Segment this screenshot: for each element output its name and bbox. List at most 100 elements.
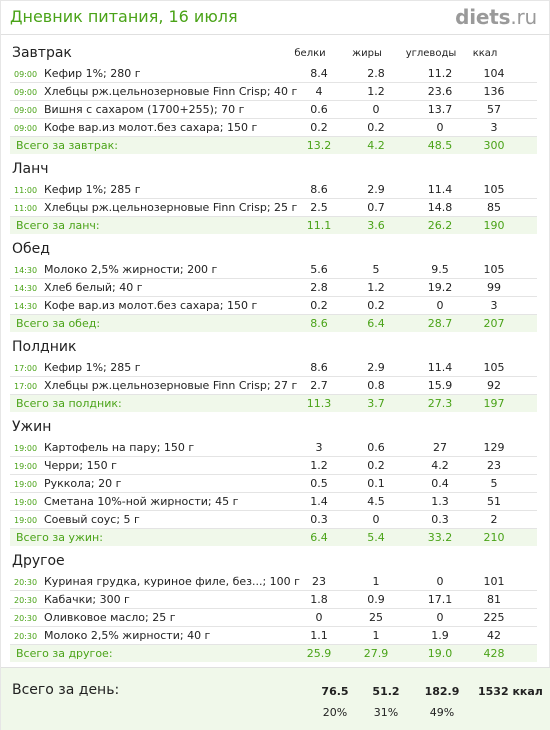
- section-gap: [1, 332, 550, 339]
- entry-time: 20:30: [14, 596, 38, 605]
- food-carbs: 17.1: [427, 593, 453, 606]
- total-fat: 6.4: [367, 317, 385, 330]
- meal-section: Другое 20:30 Куриная грудка, куриное филе,…: [1, 553, 550, 669]
- food-name[interactable]: Куриная грудка, куриное филе, без...; 10…: [44, 575, 300, 588]
- section-gap: [1, 546, 550, 553]
- food-carbs: 0: [436, 611, 444, 624]
- section-gap: [1, 412, 550, 419]
- food-row[interactable]: 19:00 Черри; 150 г 1.2 0.2 4.2 23: [10, 457, 537, 475]
- food-row[interactable]: 09:00 Вишня с сахаром (1700+255); 70 г 0.6…: [10, 101, 537, 119]
- food-name[interactable]: Кофе вар.из молот.без сахара; 150 г: [44, 121, 258, 134]
- day-total-panel: Всего за день: 76.5 51.2 182.9 1532 ккал…: [1, 667, 550, 730]
- food-fat: 0: [372, 103, 380, 116]
- food-name[interactable]: Хлебцы рж.цельнозерновые Finn Crisp; 27 …: [44, 379, 298, 392]
- food-row[interactable]: 20:30 Оливковое масло; 25 г 0 25 0 225: [10, 609, 537, 627]
- food-row[interactable]: 09:00 Хлебцы рж.цельнозерновые Finn Crisp…: [10, 83, 537, 101]
- site-logo[interactable]: diets.ru: [455, 5, 537, 29]
- food-name[interactable]: Черри; 150 г: [44, 459, 117, 472]
- food-fat: 1: [372, 575, 380, 588]
- food-name[interactable]: Кефир 1%; 280 г: [44, 67, 141, 80]
- food-carbs: 9.5: [431, 263, 449, 276]
- food-name[interactable]: Кабачки; 300 г: [44, 593, 130, 606]
- food-row[interactable]: 14:30 Молоко 2,5% жирности; 200 г 5.6 5 9.5 1…: [10, 261, 537, 279]
- food-protein: 1.8: [310, 593, 328, 606]
- food-name[interactable]: Молоко 2,5% жирности; 40 г: [44, 629, 211, 642]
- food-name[interactable]: Кефир 1%; 285 г: [44, 361, 141, 374]
- day-carbs: 182.9: [424, 685, 460, 698]
- section-header: Обед: [1, 241, 550, 261]
- food-kcal: 101: [483, 575, 505, 588]
- entry-time: 14:30: [14, 302, 38, 311]
- food-name[interactable]: Сметана 10%-ной жирности; 45 г: [44, 495, 239, 508]
- food-name[interactable]: Молоко 2,5% жирности; 200 г: [44, 263, 218, 276]
- food-row[interactable]: 17:00 Хлебцы рж.цельнозерновые Finn Crisp…: [10, 377, 537, 395]
- food-row[interactable]: 14:30 Кофе вар.из молот.без сахара; 150 г…: [10, 297, 537, 315]
- food-row[interactable]: 19:00 Руккола; 20 г 0.5 0.1 0.4 5: [10, 475, 537, 493]
- food-kcal: 51: [487, 495, 501, 508]
- food-row[interactable]: 09:00 Кофе вар.из молот.без сахара; 150 г…: [10, 119, 537, 137]
- logo-main: diets: [455, 5, 511, 29]
- meal-sections: Завтрак белки жиры углеводы ккал 09:00 Кефир 1…: [1, 45, 550, 669]
- entry-time: 19:00: [14, 462, 38, 471]
- food-name[interactable]: Руккола; 20 г: [44, 477, 122, 490]
- food-row[interactable]: 19:00 Соевый соус; 5 г 0.3 0 0.3 2: [10, 511, 537, 529]
- section-total-label: Всего за ужин:: [16, 531, 103, 544]
- food-name[interactable]: Кефир 1%; 285 г: [44, 183, 141, 196]
- total-kcal: 428: [483, 647, 505, 660]
- food-fat: 0.2: [367, 121, 385, 134]
- food-protein: 0: [315, 611, 323, 624]
- food-name[interactable]: Оливковое масло; 25 г: [44, 611, 176, 624]
- food-row[interactable]: 19:00 Картофель на пару; 150 г 3 0.6 27 129: [10, 439, 537, 457]
- food-row[interactable]: 09:00 Кефир 1%; 280 г 8.4 2.8 11.2 104: [10, 65, 537, 83]
- food-row[interactable]: 11:00 Хлебцы рж.цельнозерновые Finn Crisp…: [10, 199, 537, 217]
- food-protein: 8.4: [310, 67, 328, 80]
- food-row[interactable]: 17:00 Кефир 1%; 285 г 8.6 2.9 11.4 105: [10, 359, 537, 377]
- food-name[interactable]: Кофе вар.из молот.без сахара; 150 г: [44, 299, 258, 312]
- food-fat: 0.6: [367, 441, 385, 454]
- food-name[interactable]: Вишня с сахаром (1700+255); 70 г: [44, 103, 245, 116]
- entry-time: 09:00: [14, 70, 38, 79]
- food-name[interactable]: Хлебцы рж.цельнозерновые Finn Crisp; 25 …: [44, 201, 298, 214]
- meal-section: Завтрак белки жиры углеводы ккал 09:00 Кефир 1…: [1, 45, 550, 161]
- section-total-row: Всего за ужин: 6.4 5.4 33.2 210: [10, 529, 537, 546]
- food-row[interactable]: 11:00 Кефир 1%; 285 г 8.6 2.9 11.4 105: [10, 181, 537, 199]
- day-fat: 51.2: [372, 685, 400, 698]
- food-carbs: 14.8: [427, 201, 453, 214]
- food-name[interactable]: Хлебцы рж.цельнозерновые Finn Crisp; 40 …: [44, 85, 298, 98]
- section-title: Другое: [12, 553, 65, 569]
- food-kcal: 81: [487, 593, 501, 606]
- food-row[interactable]: 14:30 Хлеб белый; 40 г 2.8 1.2 19.2 99: [10, 279, 537, 297]
- food-carbs: 4.2: [431, 459, 449, 472]
- food-fat: 0.9: [367, 593, 385, 606]
- total-fat: 3.7: [367, 397, 385, 410]
- food-row[interactable]: 20:30 Молоко 2,5% жирности; 40 г 1.1 1 1.9 42: [10, 627, 537, 645]
- food-name[interactable]: Соевый соус; 5 г: [44, 513, 140, 526]
- entry-time: 11:00: [14, 204, 38, 213]
- section-title: Ланч: [12, 161, 49, 177]
- section-gap: [1, 154, 550, 161]
- food-kcal: 105: [483, 361, 505, 374]
- food-name[interactable]: Хлеб белый; 40 г: [44, 281, 143, 294]
- food-row[interactable]: 20:30 Кабачки; 300 г 1.8 0.9 17.1 81: [10, 591, 537, 609]
- section-total-label: Всего за полдник:: [16, 397, 122, 410]
- entry-time: 14:30: [14, 266, 38, 275]
- total-protein: 25.9: [306, 647, 332, 660]
- food-kcal: 57: [487, 103, 501, 116]
- food-name[interactable]: Картофель на пару; 150 г: [44, 441, 195, 454]
- day-fat-percent: 31%: [373, 706, 399, 719]
- section-gap: [1, 234, 550, 241]
- food-carbs: 19.2: [427, 281, 453, 294]
- food-carbs: 11.4: [427, 183, 453, 196]
- food-row[interactable]: 19:00 Сметана 10%-ной жирности; 45 г 1.4 4.…: [10, 493, 537, 511]
- entry-time: 09:00: [14, 124, 38, 133]
- food-row[interactable]: 20:30 Куриная грудка, куриное филе, без..…: [10, 573, 537, 591]
- total-kcal: 197: [483, 397, 505, 410]
- food-kcal: 105: [483, 183, 505, 196]
- food-fat: 0.2: [367, 459, 385, 472]
- section-header: Ланч: [1, 161, 550, 181]
- food-kcal: 3: [490, 121, 498, 134]
- food-fat: 1.2: [367, 281, 385, 294]
- food-kcal: 92: [487, 379, 501, 392]
- food-carbs: 15.9: [427, 379, 453, 392]
- food-fat: 0: [372, 513, 380, 526]
